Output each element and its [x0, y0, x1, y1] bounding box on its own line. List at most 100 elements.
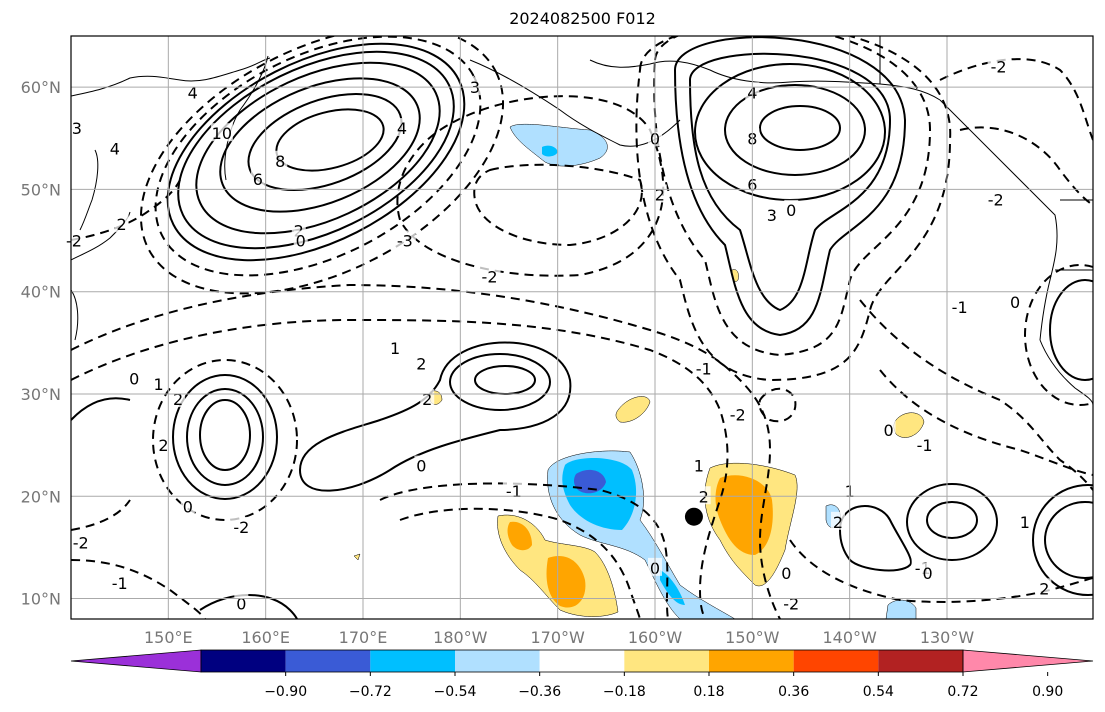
contour-label: 1 [694, 457, 704, 476]
colorbar-swatch [370, 650, 455, 672]
shade-blue [660, 570, 685, 605]
colorbar-label: 0.54 [863, 684, 894, 700]
contour-label: -2 [988, 191, 1004, 210]
contour-dashed [71, 318, 729, 619]
contour-label: -2 [783, 595, 799, 614]
colorbar-swatch [455, 650, 540, 672]
contour-label-bg [293, 230, 308, 249]
contour-label-bg [62, 230, 85, 249]
contour-solid [926, 501, 978, 539]
contour-label: 2 [117, 215, 127, 234]
contour-label-bg [414, 353, 429, 372]
colorbar-extend-low [70, 649, 202, 673]
colorbar-label: −0.54 [434, 684, 477, 700]
contour-label-bg [108, 573, 131, 592]
x-tick-label: 170°E [339, 628, 388, 647]
contour-label: 2 [1039, 579, 1049, 598]
shade-light-blue [885, 599, 917, 619]
colorbar: −0.90 −0.72 −0.54 −0.36 −0.18 0.18 0.36 0.54 0.7… [70, 649, 1094, 700]
y-axis: 10°N 20°N 30°N 40°N 50°N 60°N [21, 78, 61, 608]
contour-label: 0 [129, 370, 139, 389]
coastline-canada [939, 99, 1058, 341]
colorbar-swatch [201, 650, 286, 672]
contour-label-bg [881, 419, 896, 438]
contour-dashed [959, 126, 1093, 206]
contour-label: 4 [188, 83, 198, 102]
shade-yellow [893, 412, 925, 438]
contour-solid [906, 483, 998, 561]
contour-label-bg [784, 199, 799, 218]
contour-label: 2 [422, 390, 432, 409]
contour-label: 0 [416, 457, 426, 476]
colorbar-label: 0.72 [947, 684, 978, 700]
shade-yellow [353, 553, 361, 561]
contour-dashed [399, 507, 641, 619]
contour-dashed [789, 539, 1093, 603]
contour-label-bg [830, 511, 845, 530]
contour-label-bg [984, 189, 1007, 208]
contour-label-bg [696, 486, 711, 505]
contour-solid [474, 365, 536, 395]
contour-label: -2 [730, 405, 746, 424]
contour-label-bg [1037, 578, 1052, 597]
contour-label-bg [913, 435, 936, 454]
shade-blue [542, 145, 558, 157]
colorbar-extend-high [962, 649, 1094, 673]
contour-label-bg [127, 368, 142, 387]
contour-label: 0 [884, 421, 894, 440]
contour-label: -2 [73, 533, 89, 552]
contour-label-bg [107, 138, 122, 157]
contour-dashed [879, 369, 1093, 476]
coastline-sakhalin [79, 149, 99, 231]
shade-yellow [615, 396, 651, 423]
contour-label: 0 [183, 497, 193, 516]
contour-label: 4 [110, 140, 120, 159]
contour-dashed [939, 58, 1093, 141]
y-tick-label: 50°N [21, 180, 61, 199]
contour-label-bg [779, 562, 794, 581]
contour-label-bg [987, 56, 1010, 75]
y-tick-label: 40°N [21, 283, 61, 302]
contour-label: -2 [66, 232, 82, 251]
contour-label: -1 [506, 482, 522, 501]
coastline-aleutians [469, 59, 681, 147]
y-tick-label: 10°N [21, 590, 61, 609]
shade-orange [507, 521, 532, 551]
colorbar-label: −0.18 [603, 684, 646, 700]
contour-label: -2 [482, 267, 498, 286]
x-tick-label: 140°W [822, 628, 877, 647]
contour-solid [172, 374, 278, 500]
contour-dashed [396, 95, 665, 277]
contour-solid [449, 353, 551, 411]
contour-label: 3 [72, 119, 82, 138]
coastline-alaska [589, 59, 941, 101]
contour-solid [219, 77, 421, 213]
contour-label: 6 [253, 170, 263, 189]
contour-label-bg [69, 532, 92, 551]
contour-label: 1 [390, 339, 400, 358]
contour-label-bg [114, 214, 129, 233]
contour-label: 2 [833, 513, 843, 532]
coastline-us [1039, 339, 1093, 406]
contour-label: -1 [917, 436, 933, 455]
contour-label: 2 [173, 390, 183, 409]
gridlines [71, 36, 1093, 619]
chart-title: 2024082500 F012 [509, 9, 656, 28]
contour-dashed [635, 36, 952, 382]
colorbar-swatch [539, 650, 625, 672]
contour-label: -3 [397, 232, 413, 251]
colorbar-label: −0.72 [349, 684, 392, 700]
shading-layer [353, 123, 925, 619]
contour-solid [724, 84, 866, 176]
contour-label: 4 [397, 119, 407, 138]
colorbar-swatch [793, 650, 879, 672]
x-tick-label: 160°E [241, 628, 290, 647]
colorbar-label: −0.90 [264, 684, 307, 700]
location-marker [684, 507, 703, 526]
colorbar-frame [200, 649, 964, 673]
contour-label-bg [920, 562, 935, 581]
contour-label: -2 [233, 518, 249, 537]
contour-label-bg [692, 358, 715, 377]
contour-label: 10 [212, 124, 232, 143]
